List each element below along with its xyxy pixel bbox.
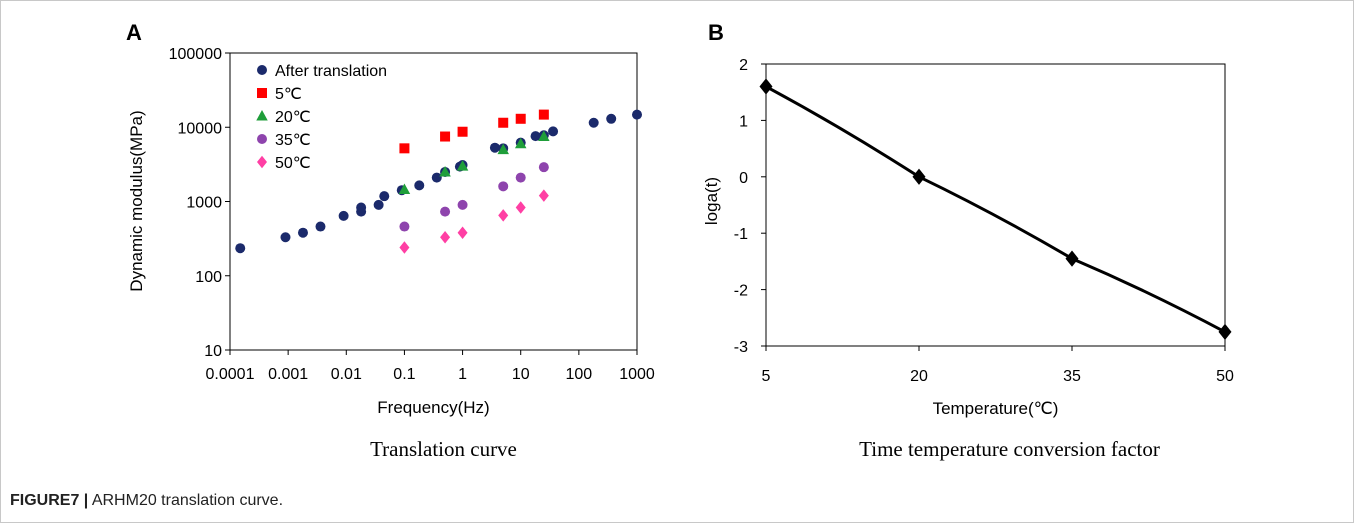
legend-label-a: After translation <box>275 63 387 80</box>
data-point-a <box>280 232 291 243</box>
legend-marker-a <box>256 110 268 121</box>
data-point-a <box>632 109 642 120</box>
y-tick-label-a: 100000 <box>169 46 222 63</box>
x-axis-title-a: Frequency(Hz) <box>377 398 489 417</box>
legend-marker-a <box>257 155 267 169</box>
data-point-a <box>440 131 451 142</box>
y-tick-label-b: -1 <box>734 226 748 243</box>
x-axis-title-b: Temperature(℃) <box>933 399 1059 418</box>
data-point-a <box>515 172 526 183</box>
y-tick-label-a: 10 <box>204 343 222 360</box>
data-point-a <box>498 181 509 192</box>
data-point-a <box>338 210 349 221</box>
y-tick-label-b: -2 <box>734 283 748 300</box>
chart-b-subtitle: Time temperature conversion factor <box>859 437 1160 461</box>
data-point-b <box>912 168 926 185</box>
data-point-a <box>498 209 509 222</box>
data-point-b <box>1218 323 1232 341</box>
data-point-a <box>456 160 469 171</box>
chart-a: A 0.0001 0.001 0.01 0.1 1 10 100 1000 10 100 1000 10… <box>126 20 655 461</box>
data-point-a <box>498 117 509 128</box>
data-point-b <box>759 78 773 95</box>
x-tick-label-b: 35 <box>1063 368 1081 385</box>
data-point-a <box>497 143 509 155</box>
x-tick-label-a: 1000 <box>619 366 655 383</box>
caption-label: FIGURE7 | <box>10 492 89 509</box>
x-tick-label-b: 20 <box>910 368 928 385</box>
x-tick-label-b: 5 <box>762 368 771 385</box>
legend-label-a: 5℃ <box>275 86 302 103</box>
data-point-a <box>399 143 410 154</box>
series-a <box>399 109 549 154</box>
data-point-a <box>588 117 599 128</box>
data-point-a <box>398 183 411 195</box>
y-tick-label-b: 2 <box>739 57 748 74</box>
caption-text: ARHM20 translation curve. <box>91 492 284 509</box>
data-point-a <box>457 226 468 239</box>
data-point-a <box>235 243 246 254</box>
data-point-b <box>1065 250 1079 267</box>
y-tick-label-a: 100 <box>195 269 222 286</box>
x-tick-label-a: 0.1 <box>393 366 415 383</box>
data-point-a <box>373 199 384 210</box>
x-tick-label-a: 1 <box>458 366 467 383</box>
series-a <box>399 162 549 232</box>
data-point-a <box>457 126 468 137</box>
data-point-a <box>356 202 367 213</box>
figure-canvas: A0.0001 0.001 0.01 0.1 1 10 100 100010100100010… <box>126 20 1234 461</box>
y-tick-label-a: 1000 <box>186 195 222 212</box>
data-point-a <box>399 241 410 254</box>
panel-a-label: A <box>126 20 142 45</box>
data-point-a <box>439 165 451 177</box>
data-point-a <box>538 130 550 142</box>
series-line-b <box>765 85 1226 334</box>
y-axis-title-a: Dynamic modulus(MPa) <box>127 110 146 291</box>
panel-b-label: B <box>708 20 724 45</box>
data-point-a <box>315 221 326 232</box>
data-point-a <box>431 172 442 183</box>
data-point-a <box>515 113 526 124</box>
figure-caption: FIGURE7 | ARHM20 translation curve. <box>10 492 283 510</box>
y-tick-label-b: 0 <box>739 170 748 187</box>
data-point-a <box>457 199 468 210</box>
data-point-a <box>538 162 549 173</box>
data-point-a <box>399 221 410 232</box>
chart-a-subtitle: Translation curve <box>370 437 517 461</box>
series-a <box>399 189 549 254</box>
chart-b: B2 1 0 -1 -2 -3 5 20 35 50 Temperature(℃) loga(t) Ti… <box>702 20 1234 461</box>
legend-marker-a <box>257 134 267 144</box>
y-tick-label-b: 1 <box>739 113 748 130</box>
data-point-a <box>548 126 559 137</box>
y-axis-title-b: loga(t) <box>702 177 721 225</box>
x-tick-label-a: 100 <box>566 366 593 383</box>
data-point-a <box>606 113 617 124</box>
data-point-a <box>530 131 541 142</box>
data-point-a <box>414 180 425 191</box>
data-point-a <box>440 231 451 244</box>
x-tick-label-a: 0.01 <box>331 366 362 383</box>
legend-label-a: 20℃ <box>275 109 311 126</box>
data-point-a <box>489 142 500 153</box>
x-tick-label-a: 0.001 <box>268 366 308 383</box>
legend-label-a: 50℃ <box>275 155 311 172</box>
data-point-a <box>538 109 549 120</box>
y-tick-label-a: 10000 <box>178 120 223 137</box>
plot-area-b <box>765 63 1226 347</box>
data-point-a <box>297 227 308 238</box>
x-tick-label-a: 10 <box>512 366 530 383</box>
data-point-a <box>379 191 390 202</box>
data-point-a <box>515 201 526 214</box>
series-a <box>398 130 550 195</box>
legend-label-a: 35℃ <box>275 132 311 149</box>
data-point-a <box>514 137 527 149</box>
legend-marker-a <box>257 88 267 98</box>
x-tick-label-b: 50 <box>1216 368 1234 385</box>
legend-marker-a <box>257 65 267 75</box>
y-tick-label-b: -3 <box>734 339 748 356</box>
data-point-a <box>538 189 549 202</box>
data-point-a <box>440 206 451 217</box>
x-tick-label-a: 0.0001 <box>206 366 255 383</box>
